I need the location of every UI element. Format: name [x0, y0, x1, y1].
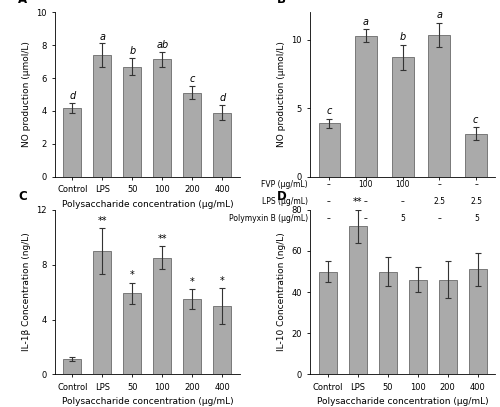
- Bar: [124, 293, 142, 374]
- Bar: [94, 251, 112, 374]
- Text: a: a: [436, 11, 442, 20]
- Bar: [94, 55, 112, 177]
- Text: 2.5: 2.5: [434, 197, 446, 206]
- Text: *: *: [130, 271, 135, 280]
- Text: –: –: [326, 197, 330, 206]
- Text: –: –: [364, 197, 368, 206]
- Text: 100: 100: [358, 179, 373, 189]
- Text: ab: ab: [156, 40, 168, 50]
- Text: c: c: [327, 106, 332, 116]
- Bar: [428, 35, 450, 177]
- Text: FVP (μg/mL): FVP (μg/mL): [261, 179, 308, 189]
- Text: LPS (μg/mL): LPS (μg/mL): [262, 197, 308, 206]
- Bar: [318, 123, 340, 177]
- Bar: [468, 269, 486, 374]
- Text: –: –: [326, 214, 330, 223]
- Bar: [214, 113, 232, 177]
- Text: **: **: [158, 234, 167, 244]
- Text: **: **: [98, 216, 107, 225]
- Bar: [64, 359, 82, 374]
- Bar: [64, 108, 82, 177]
- Bar: [184, 93, 202, 177]
- Text: B: B: [277, 0, 286, 6]
- Bar: [154, 59, 172, 177]
- Text: 100: 100: [396, 179, 410, 189]
- Bar: [348, 226, 366, 374]
- Text: 2.5: 2.5: [470, 197, 482, 206]
- Text: –: –: [400, 197, 404, 206]
- Bar: [464, 133, 486, 177]
- Bar: [355, 35, 377, 177]
- Text: **: **: [353, 197, 362, 207]
- Bar: [154, 258, 172, 374]
- Bar: [184, 299, 202, 374]
- Text: *: *: [220, 276, 225, 286]
- Bar: [438, 280, 456, 374]
- Text: –: –: [364, 214, 368, 223]
- Y-axis label: NO production (μmol/L): NO production (μmol/L): [276, 42, 285, 147]
- Bar: [408, 280, 426, 374]
- Text: –: –: [438, 214, 442, 223]
- X-axis label: Polysaccharide concentration (μg/mL): Polysaccharide concentration (μg/mL): [62, 200, 233, 209]
- Bar: [124, 67, 142, 177]
- Text: a: a: [100, 31, 105, 42]
- Y-axis label: IL-1β Concentration (ng/L): IL-1β Concentration (ng/L): [22, 233, 30, 352]
- Text: c: c: [190, 74, 195, 84]
- Bar: [378, 271, 396, 374]
- Bar: [392, 57, 413, 177]
- Text: *: *: [190, 277, 195, 287]
- Y-axis label: IL-10 Concentration (ng/L): IL-10 Concentration (ng/L): [276, 233, 285, 352]
- Text: 5: 5: [474, 214, 479, 223]
- Text: D: D: [277, 190, 286, 203]
- Text: c: c: [473, 115, 478, 125]
- Text: d: d: [70, 91, 75, 101]
- Text: C: C: [18, 190, 27, 203]
- Y-axis label: NO production (μmol/L): NO production (μmol/L): [22, 42, 30, 147]
- Text: –: –: [326, 179, 330, 189]
- Text: –: –: [474, 179, 478, 189]
- Text: 5: 5: [400, 214, 405, 223]
- Text: d: d: [220, 93, 226, 103]
- Text: b: b: [400, 33, 406, 42]
- X-axis label: Polysaccharide concentration (μg/mL): Polysaccharide concentration (μg/mL): [317, 397, 488, 406]
- X-axis label: Polysaccharide concentration (μg/mL): Polysaccharide concentration (μg/mL): [62, 397, 233, 406]
- Text: –: –: [438, 179, 442, 189]
- Text: b: b: [130, 46, 136, 56]
- Bar: [214, 306, 232, 374]
- Text: Polymyxin B (μg/mL): Polymyxin B (μg/mL): [228, 214, 308, 223]
- Text: a: a: [363, 17, 369, 26]
- Text: A: A: [18, 0, 27, 6]
- Bar: [318, 271, 336, 374]
